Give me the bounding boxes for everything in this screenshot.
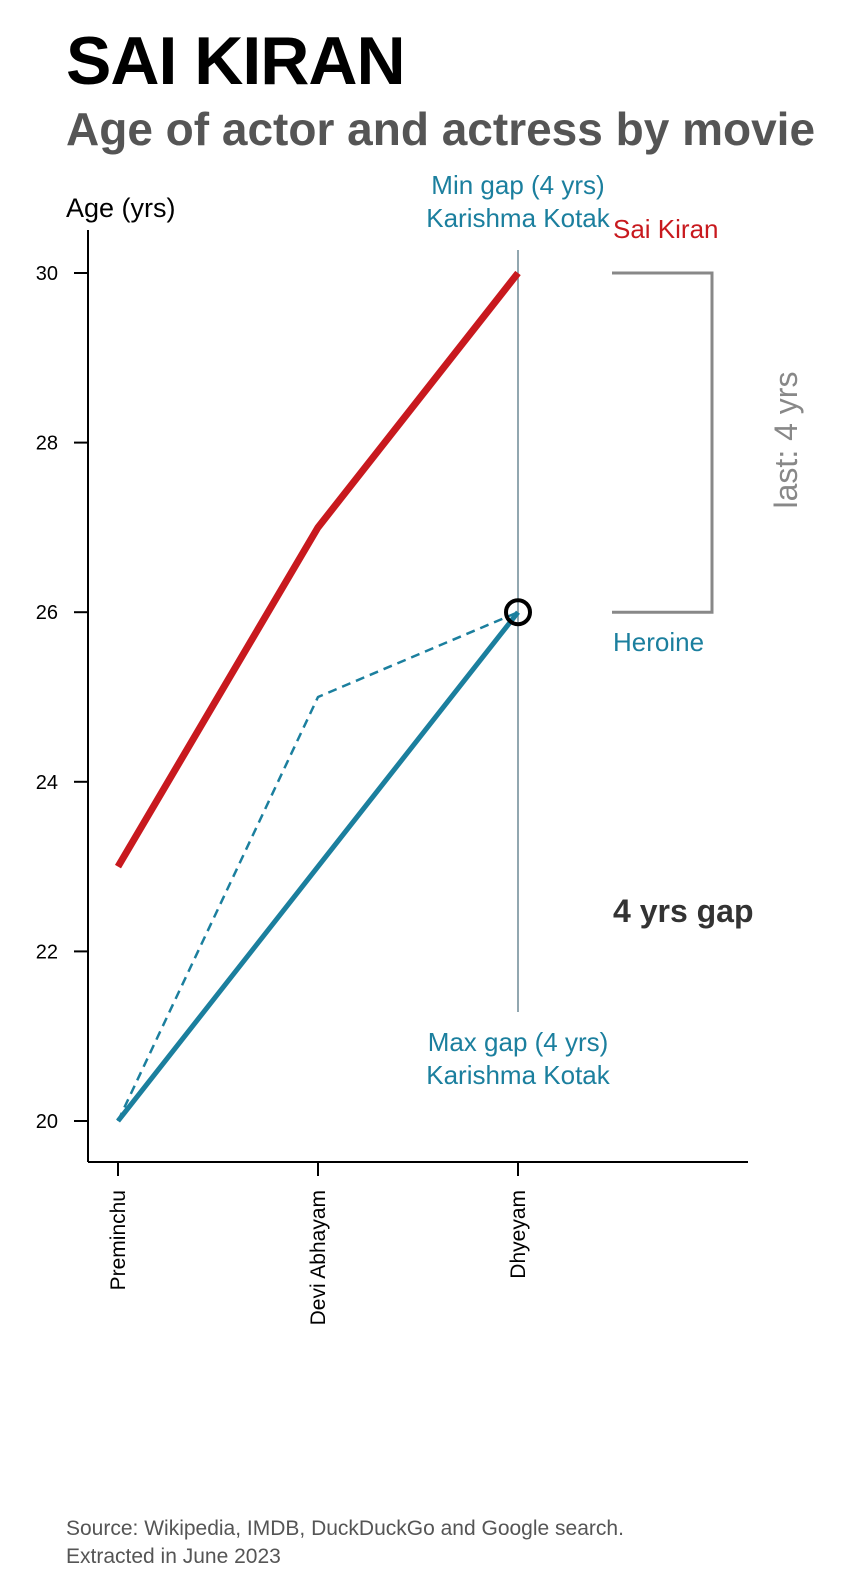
y-tick-label: 26 <box>36 602 58 624</box>
series-label-actor: Sai Kiran <box>613 214 719 244</box>
gap-bracket <box>612 271 714 614</box>
y-tick-label: 24 <box>36 772 58 794</box>
gap-summary: 4 yrs gap <box>613 893 754 929</box>
chart-subtitle: Age of actor and actress by movie <box>66 103 816 155</box>
heroine-alt-line <box>116 611 519 1122</box>
max-gap-name: Karishma Kotak <box>426 1060 611 1090</box>
x-tick-label: Dhyeyam <box>507 1190 530 1279</box>
y-tick-label: 28 <box>36 433 58 455</box>
y-axis-label: Age (yrs) <box>66 193 176 223</box>
last-gap-label: last: 4 yrs <box>768 372 804 509</box>
axes <box>74 230 748 1176</box>
min-gap-label: Min gap (4 yrs) <box>431 170 604 200</box>
min-gap-name: Karishma Kotak <box>426 203 611 233</box>
heroine-age-line <box>116 610 520 1123</box>
line-chart: Age (yrs) 20 22 24 26 28 30 Preminchu Devi Abhay… <box>36 170 804 1325</box>
chart-labels: Age (yrs) 20 22 24 26 28 30 Preminchu Devi Abhay… <box>36 170 804 1325</box>
chart-title: SAI KIRAN <box>66 23 406 99</box>
y-tick-label: 30 <box>36 263 58 285</box>
x-tick-label: Devi Abhayam <box>307 1190 330 1325</box>
y-tick-label: 20 <box>36 1111 58 1133</box>
source-line-2: Extracted in June 2023 <box>66 1545 281 1568</box>
max-gap-label: Max gap (4 yrs) <box>428 1027 609 1057</box>
source-line-1: Source: Wikipedia, IMDB, DuckDuckGo and … <box>66 1517 624 1540</box>
series-label-heroine: Heroine <box>613 627 704 657</box>
source-note: Source: Wikipedia, IMDB, DuckDuckGo and … <box>66 1515 624 1571</box>
actor-age-line <box>114 270 521 869</box>
x-tick-label: Preminchu <box>107 1190 130 1290</box>
y-tick-label: 22 <box>36 941 58 963</box>
chart-marks <box>114 250 714 1123</box>
highlight-circle <box>504 598 532 627</box>
